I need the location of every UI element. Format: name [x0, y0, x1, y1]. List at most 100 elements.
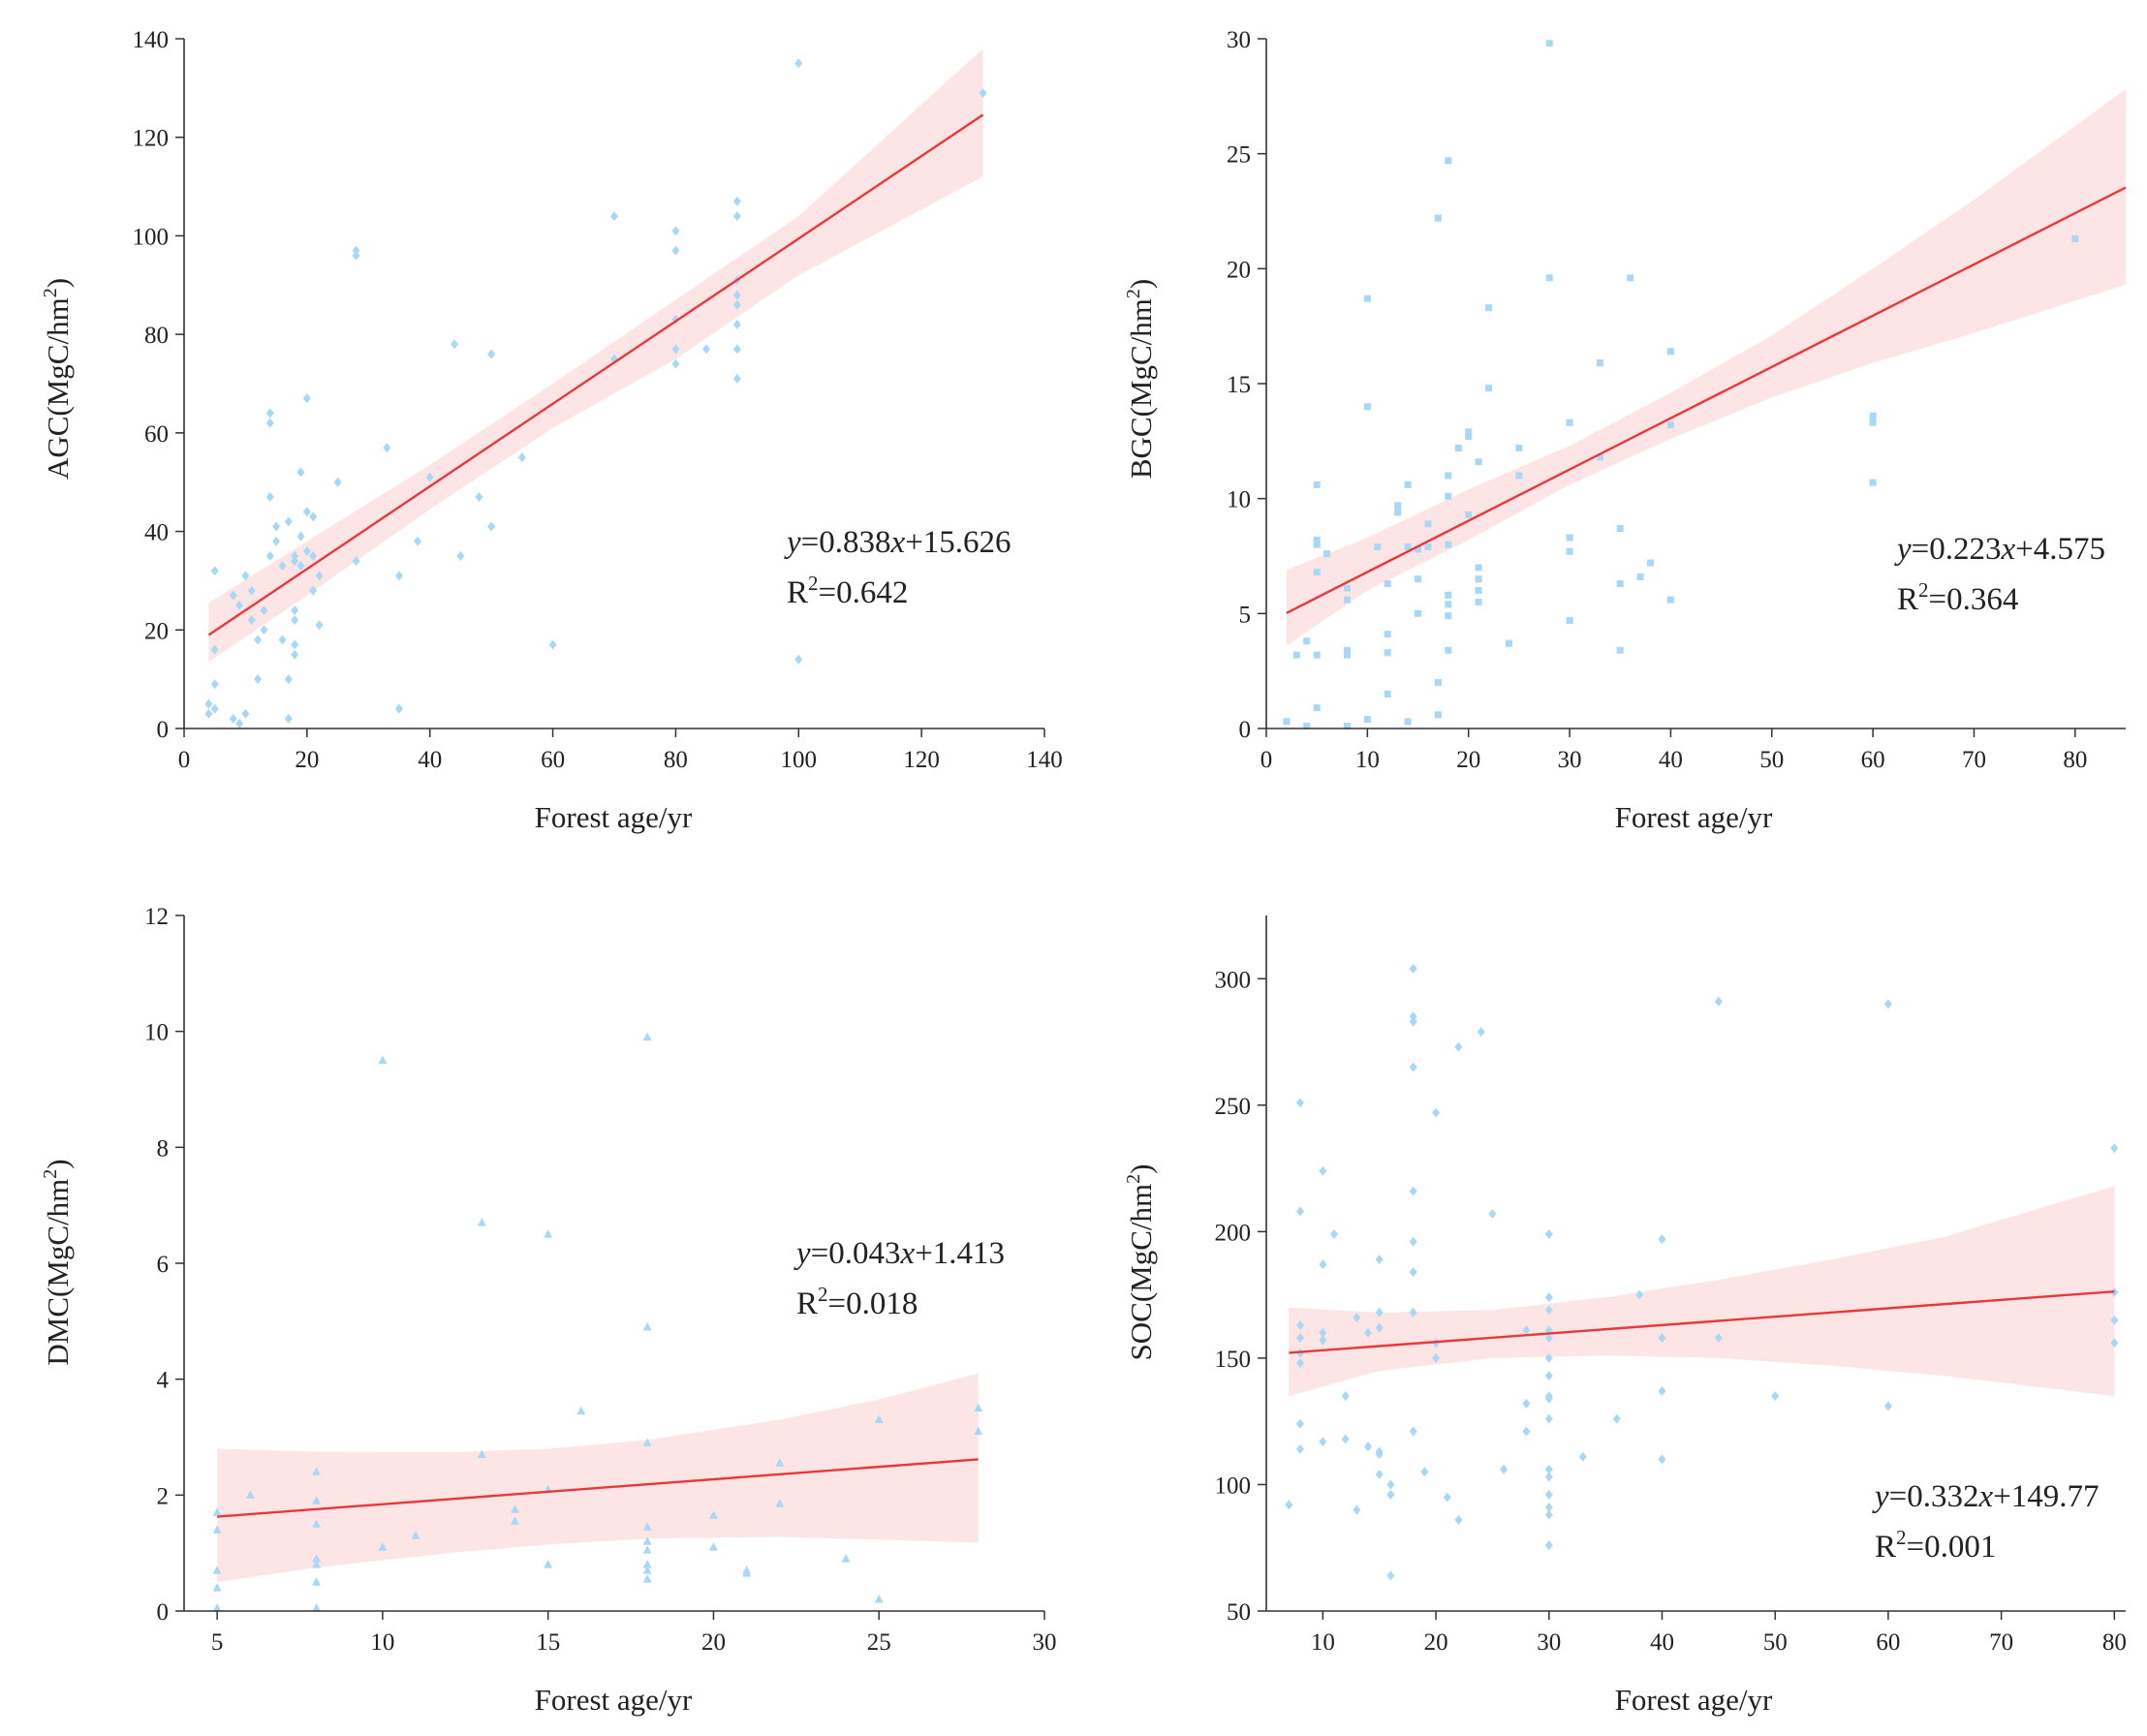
data-point	[265, 418, 274, 428]
data-point	[1658, 1333, 1666, 1344]
data-point	[1500, 1464, 1509, 1474]
data-point	[247, 615, 256, 626]
panel-agc: 0 20 40 60 80 100 120 140 0 20 40 60 80 100 120 140 For…	[40, 27, 1063, 834]
data-point	[315, 571, 324, 581]
data-point	[265, 551, 274, 561]
regression-equation: y=0.838x+15.626	[784, 525, 1011, 560]
data-point	[1544, 1391, 1553, 1402]
x-tick-label: 0	[178, 747, 191, 773]
data-point	[1313, 541, 1321, 548]
data-point	[1313, 651, 1321, 659]
data-point	[1409, 1426, 1417, 1437]
regression-line	[207, 113, 984, 636]
data-point	[291, 551, 299, 561]
y-tick-label: 20	[144, 618, 169, 644]
data-point	[1465, 433, 1473, 441]
data-point	[642, 1574, 652, 1583]
y-tick-label: 2	[157, 1483, 170, 1509]
x-tick-label: 30	[1033, 1629, 1057, 1656]
r-squared: R2=0.642	[787, 572, 908, 610]
data-point	[1544, 1413, 1553, 1424]
confidence-band	[217, 1373, 979, 1583]
x-tick-label: 70	[1962, 747, 1986, 773]
data-point	[1375, 1322, 1384, 1333]
data-point	[732, 196, 741, 206]
data-point	[210, 703, 219, 714]
data-point	[642, 1545, 652, 1554]
data-point	[309, 512, 318, 522]
data-point	[1375, 1446, 1384, 1457]
x-tick-label: 30	[1537, 1629, 1561, 1656]
data-point	[1515, 472, 1523, 480]
data-point	[210, 644, 219, 655]
data-point	[1420, 1467, 1429, 1477]
data-point	[1522, 1426, 1531, 1437]
data-point	[1344, 646, 1351, 654]
x-tick-label: 15	[536, 1629, 560, 1656]
data-point	[1647, 559, 1654, 567]
data-point	[1415, 609, 1421, 617]
data-point	[1409, 1011, 1417, 1022]
data-point	[352, 556, 360, 567]
data-point	[1443, 1492, 1451, 1503]
data-point	[1596, 359, 1603, 367]
data-point	[511, 1504, 520, 1513]
data-point	[1475, 599, 1482, 605]
data-point	[296, 531, 305, 542]
data-point	[1544, 1472, 1553, 1482]
data-point	[212, 1507, 222, 1516]
data-point	[265, 491, 274, 502]
data-point	[1454, 1041, 1463, 1052]
data-point	[1544, 1509, 1553, 1520]
data-point	[1409, 1016, 1417, 1027]
data-point	[229, 590, 237, 601]
data-point	[241, 571, 250, 581]
data-point	[302, 507, 311, 517]
data-point	[1364, 1442, 1373, 1452]
data-point	[1386, 1489, 1395, 1500]
y-tick-label: 40	[144, 520, 169, 546]
data-point	[1445, 646, 1452, 654]
data-point	[1454, 445, 1462, 451]
data-point	[732, 290, 741, 300]
data-point	[1319, 1335, 1327, 1346]
data-point	[1432, 1107, 1441, 1118]
x-tick-label: 50	[1759, 747, 1784, 773]
data-point	[732, 373, 741, 384]
data-point	[245, 1490, 255, 1499]
data-point	[1544, 1292, 1553, 1303]
y-tick-label: 0	[157, 1599, 170, 1626]
y-axis-title: BGC(MgC/hm2)	[1123, 279, 1158, 479]
data-point	[235, 718, 244, 728]
y-tick-label: 0	[1239, 717, 1252, 743]
data-point	[974, 1403, 983, 1412]
data-point	[312, 1603, 322, 1612]
regression-line	[217, 1458, 979, 1518]
data-point	[1296, 1358, 1305, 1369]
data-point	[874, 1414, 884, 1424]
data-point	[235, 600, 244, 610]
data-point	[1384, 690, 1391, 698]
data-point	[284, 516, 293, 527]
data-point	[1515, 445, 1523, 451]
x-tick-label: 20	[1456, 747, 1480, 773]
data-point	[1296, 1418, 1305, 1429]
x-tick-label: 80	[2102, 1629, 2127, 1656]
x-tick-label: 20	[701, 1629, 726, 1656]
x-tick-label: 40	[418, 747, 442, 773]
data-point	[352, 245, 360, 256]
data-point	[1869, 412, 1877, 419]
data-point	[309, 585, 318, 596]
data-point	[732, 344, 741, 355]
data-point	[1544, 1352, 1553, 1363]
x-tick-label: 40	[1659, 747, 1683, 773]
data-point	[1475, 575, 1482, 583]
data-point	[642, 1438, 652, 1446]
data-point	[291, 639, 299, 650]
data-point	[278, 561, 287, 572]
data-point	[1394, 509, 1402, 516]
regression-equation: y=0.043x+1.413	[793, 1236, 1005, 1271]
data-point	[212, 1525, 222, 1534]
data-point	[1869, 418, 1877, 426]
data-point	[2110, 1143, 2119, 1154]
